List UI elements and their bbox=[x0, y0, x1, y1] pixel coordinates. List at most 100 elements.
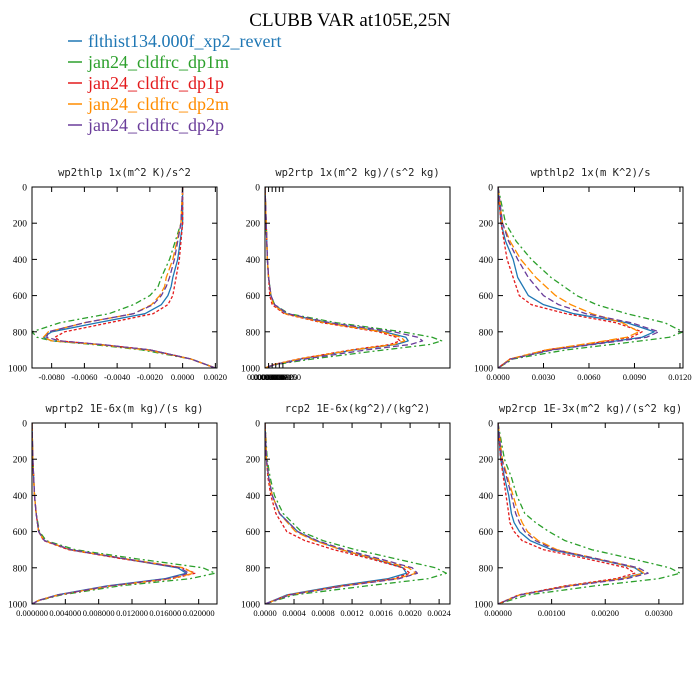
series-line bbox=[265, 423, 419, 604]
chart-title: wprtp2 1E-6x(m kg)/(s kg) bbox=[45, 403, 203, 415]
plot-frame bbox=[264, 422, 451, 605]
x-tick-label: 0.012000 bbox=[116, 608, 148, 618]
plot-frame bbox=[264, 186, 451, 369]
series-group bbox=[265, 423, 448, 604]
chart-title: wp2thlp 1x(m^2 K)/s^2 bbox=[58, 167, 191, 179]
y-tick-label: 1000 bbox=[474, 601, 493, 611]
series-line bbox=[32, 423, 187, 604]
y-tick-label: 0 bbox=[255, 184, 260, 194]
legend-label: jan24_cldfrc_dp2p bbox=[87, 115, 224, 135]
x-tick-label: 0.00000 bbox=[484, 608, 512, 618]
x-tick-label: 0.0000 bbox=[171, 372, 194, 382]
chart-panel: wprtp2 1E-6x(m kg)/(s kg) 0 200 400 600 800 10… bbox=[8, 403, 218, 618]
y-tick-label: 600 bbox=[13, 292, 28, 302]
plot-frame bbox=[497, 422, 684, 605]
series-line bbox=[54, 187, 216, 368]
series-group bbox=[265, 187, 443, 368]
x-tick-label: 0.0000120 bbox=[261, 372, 297, 382]
x-tick-label: 0.0012 bbox=[340, 608, 363, 618]
x-tick-label: 0.0000000 bbox=[247, 372, 283, 382]
figure-title: CLUBB VAR at105E,25N bbox=[249, 10, 451, 31]
y-tick-label: 600 bbox=[479, 292, 494, 302]
y-tick-label: 1000 bbox=[474, 365, 493, 375]
series-line bbox=[498, 187, 660, 368]
series-line bbox=[32, 423, 195, 604]
x-tick-label: 0.0004 bbox=[282, 608, 306, 618]
series-group bbox=[498, 423, 681, 604]
y-tick-label: 400 bbox=[479, 492, 494, 502]
x-tick-label: 0.008000 bbox=[83, 608, 115, 618]
y-tick-label: 400 bbox=[13, 256, 28, 266]
x-tick-label: 0.00200 bbox=[591, 608, 619, 618]
series-line bbox=[498, 423, 649, 604]
series-line bbox=[265, 187, 443, 368]
x-tick-label: 0.0020 bbox=[204, 372, 227, 382]
x-tick-label: -0.0040 bbox=[104, 372, 130, 382]
x-tick-label: 0.00300 bbox=[645, 608, 673, 618]
y-tick-label: 600 bbox=[246, 528, 261, 538]
y-tick-label: 200 bbox=[479, 456, 494, 466]
series-line bbox=[265, 423, 408, 604]
chart-title: wp2rtp 1x(m^2 kg)/(s^2 kg) bbox=[275, 167, 439, 179]
series-line bbox=[265, 187, 401, 368]
series-line bbox=[42, 187, 216, 368]
y-tick-label: 800 bbox=[246, 564, 261, 574]
series-group bbox=[32, 423, 216, 604]
x-tick-label: 0.000000 bbox=[16, 608, 48, 618]
series-line bbox=[498, 423, 645, 604]
x-tick-label: 0.0060 bbox=[577, 372, 600, 382]
x-tick-label: 0.0000060 bbox=[254, 372, 290, 382]
x-tick-label: 0.0000150 bbox=[265, 372, 301, 382]
series-group bbox=[498, 187, 683, 368]
y-tick-label: 0 bbox=[22, 420, 27, 430]
series-line bbox=[498, 187, 683, 368]
y-tick-label: 0 bbox=[22, 184, 27, 194]
y-tick-label: 400 bbox=[246, 492, 261, 502]
y-tick-label: 800 bbox=[479, 328, 494, 338]
series-line bbox=[265, 423, 417, 604]
x-tick-label: -0.0060 bbox=[71, 372, 97, 382]
chart-panel: wp2rcp 1E-3x(m^2 kg)/(s^2 kg) 0 200 400 600 8… bbox=[474, 403, 684, 618]
series-line bbox=[42, 187, 216, 368]
x-tick-label: 0.00100 bbox=[538, 608, 566, 618]
x-tick-label: 0.0030 bbox=[532, 372, 555, 382]
y-tick-label: 200 bbox=[246, 220, 261, 230]
x-tick-label: 0.0000 bbox=[486, 372, 509, 382]
y-tick-label: 600 bbox=[246, 292, 261, 302]
series-line bbox=[498, 423, 636, 604]
legend-label: jan24_cldfrc_dp1p bbox=[87, 73, 224, 93]
x-tick-label: 0.0120 bbox=[668, 372, 691, 382]
x-tick-label: 0.0000090 bbox=[258, 372, 294, 382]
series-line bbox=[498, 423, 681, 604]
plot-frame bbox=[497, 186, 684, 369]
y-tick-label: 800 bbox=[13, 564, 28, 574]
y-tick-label: 200 bbox=[246, 456, 261, 466]
y-tick-label: 400 bbox=[13, 492, 28, 502]
x-tick-label: 0.0020 bbox=[398, 608, 421, 618]
series-line bbox=[498, 423, 644, 604]
legend-label: flthist134.000f_xp2_revert bbox=[88, 31, 281, 51]
series-line bbox=[265, 187, 424, 368]
x-tick-label: 0.0000 bbox=[253, 608, 276, 618]
y-tick-label: 800 bbox=[479, 564, 494, 574]
chart-panel: wp2thlp 1x(m^2 K)/s^2 0 200 400 600 800 1000 -0… bbox=[8, 167, 227, 382]
y-tick-label: 200 bbox=[13, 220, 28, 230]
x-tick-label: 0.0016 bbox=[369, 608, 392, 618]
y-tick-label: 600 bbox=[13, 528, 28, 538]
series-group bbox=[32, 187, 216, 368]
series-line bbox=[46, 187, 216, 368]
x-tick-label: 0.0000030 bbox=[251, 372, 287, 382]
x-tick-label: 0.0008 bbox=[311, 608, 334, 618]
x-tick-label: 0.016000 bbox=[149, 608, 181, 618]
y-tick-label: 0 bbox=[255, 420, 260, 430]
chart-panel: wp2rtp 1x(m^2 kg)/(s^2 kg) 0 200 400 600 800 1… bbox=[241, 167, 451, 382]
series-line bbox=[498, 187, 655, 368]
series-line bbox=[32, 423, 216, 604]
x-tick-label: 0.020000 bbox=[183, 608, 215, 618]
series-line bbox=[32, 423, 190, 604]
y-tick-label: 200 bbox=[479, 220, 494, 230]
series-line bbox=[265, 187, 406, 368]
y-tick-label: 1000 bbox=[8, 365, 27, 375]
x-tick-label: -0.0020 bbox=[137, 372, 163, 382]
